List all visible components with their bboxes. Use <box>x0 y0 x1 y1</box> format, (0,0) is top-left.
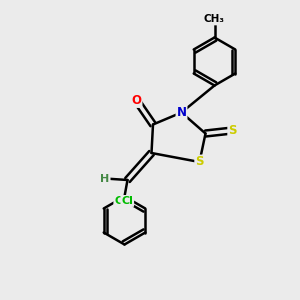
Text: N: N <box>176 106 187 119</box>
Text: CH₃: CH₃ <box>204 14 225 25</box>
Text: S: S <box>228 124 237 137</box>
Text: O: O <box>131 94 142 107</box>
Text: H: H <box>100 173 109 184</box>
Text: Cl: Cl <box>121 196 133 206</box>
Text: S: S <box>195 155 204 169</box>
Text: Cl: Cl <box>114 196 126 206</box>
